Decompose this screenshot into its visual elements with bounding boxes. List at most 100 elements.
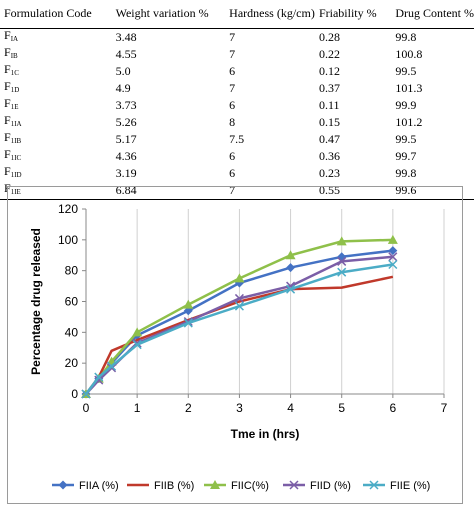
drug-cell: 101.2 xyxy=(395,114,423,129)
data-point-series-5 xyxy=(183,318,193,328)
x-axis-title: Tme in (hrs) xyxy=(231,427,300,441)
friability-cell: 0.15 xyxy=(318,114,340,129)
formulation-code-cell: F1IA xyxy=(0,112,96,131)
header-friability: Friability % xyxy=(314,0,386,29)
header-drug-content: Drug Content % xyxy=(385,0,474,29)
formulation-code-cell: FIB xyxy=(0,44,96,63)
drug-cell: 99.5 xyxy=(395,131,417,146)
friability-cell: 0.22 xyxy=(318,46,340,61)
legend-label: FIIA (%) xyxy=(79,480,119,492)
legend-label: FIIB (%) xyxy=(154,480,194,492)
weight-cell: 5.0 xyxy=(115,63,131,78)
formulation-code-subscript: 1IC xyxy=(10,153,22,162)
table-row: F1IA 5.26 8 0.15 101.2 xyxy=(0,112,474,131)
header-hardness: Hardness (kg/cm) xyxy=(225,0,315,29)
legend-marker xyxy=(369,480,379,490)
data-point-series-4 xyxy=(234,293,244,303)
formulation-code-subscript: 1IA xyxy=(10,119,22,128)
y-tick-label: 0 xyxy=(71,387,78,401)
data-point-series-3 xyxy=(132,327,143,337)
data-point-series-4 xyxy=(388,252,398,262)
hardness-cell: 6 xyxy=(229,63,236,78)
table-row: FIA 3.48 7 0.28 99.8 xyxy=(0,28,474,46)
formulation-code-main: F xyxy=(4,44,11,59)
formulation-code-cell: FIA xyxy=(0,28,96,46)
table-header-row: Formulation Code Weight variation % Hard… xyxy=(0,0,474,29)
y-tick-label: 80 xyxy=(65,264,79,278)
table-row: F1IB 5.17 7.5 0.47 99.5 xyxy=(0,129,474,148)
drug-cell: 99.5 xyxy=(395,63,417,78)
formulation-code-cell: F1ID xyxy=(0,163,96,182)
formulation-code-cell: F1IB xyxy=(0,129,96,148)
data-point-series-5 xyxy=(388,259,398,270)
hardness-cell: 7 xyxy=(229,29,236,44)
data-point-series-5 xyxy=(94,372,104,382)
data-point-series-5 xyxy=(337,267,347,277)
formulation-code-main: F xyxy=(4,78,11,93)
header-formulation-code: Formulation Code xyxy=(0,0,96,29)
formulation-code-cell: F1C xyxy=(0,61,96,80)
weight-cell: 3.73 xyxy=(115,97,137,112)
chart-frame: 0 20 40 60 80 100 120 0 1 2 3 4 5 6 7 Tme in (hrs) Perce… xyxy=(7,186,463,504)
table-row: FIB 4.55 7 0.22 100.8 xyxy=(0,44,474,63)
drug-cell: 99.8 xyxy=(395,165,417,180)
legend-label: FIIC(%) xyxy=(231,480,269,492)
data-point-series-5 xyxy=(234,301,244,311)
properties-table: Formulation Code Weight variation % Hard… xyxy=(0,0,474,200)
legend-label: FIIE (%) xyxy=(390,480,430,492)
weight-cell: 4.36 xyxy=(115,148,137,163)
data-point-series-1 xyxy=(388,246,398,256)
friability-cell: 0.23 xyxy=(318,165,340,180)
data-point-series-3 xyxy=(336,236,347,246)
friability-cell: 0.28 xyxy=(318,29,340,44)
drug-cell: 99.7 xyxy=(395,148,417,163)
table-row: F1ID 3.19 6 0.23 99.8 xyxy=(0,163,474,182)
hardness-cell: 6 xyxy=(229,97,236,112)
weight-cell: 5.17 xyxy=(115,131,137,146)
legend-marker xyxy=(210,480,220,489)
formulation-code-subscript: 1IB xyxy=(10,136,22,145)
weight-cell: 3.48 xyxy=(115,29,137,44)
data-point-series-1 xyxy=(286,263,296,273)
data-point-series-5 xyxy=(132,340,142,350)
legend-marker xyxy=(289,480,299,490)
y-tick-label: 40 xyxy=(65,325,79,339)
formulation-code-cell: F1D xyxy=(0,78,96,97)
legend-label: FIID (%) xyxy=(310,480,351,492)
formulation-code-main: F xyxy=(4,146,11,161)
drug-cell: 99.9 xyxy=(395,97,417,112)
hardness-cell: 7 xyxy=(229,80,236,95)
friability-cell: 0.11 xyxy=(318,97,340,112)
data-point-series-3 xyxy=(387,234,398,244)
hardness-cell: 6 xyxy=(229,148,236,163)
weight-cell: 4.9 xyxy=(115,80,131,95)
y-tick-label: 120 xyxy=(58,202,78,216)
y-tick-label: 60 xyxy=(65,295,79,309)
data-point-series-4 xyxy=(337,256,347,266)
data-point-series-5 xyxy=(81,389,91,399)
formulation-code-main: F xyxy=(4,95,11,110)
data-point-series-5 xyxy=(286,284,296,294)
formulation-code-subscript: 1IE xyxy=(10,187,21,196)
formulation-code-subscript: IA xyxy=(10,34,19,43)
series-line-2 xyxy=(85,275,394,395)
data-point-series-3 xyxy=(234,273,245,283)
formulation-code-main: F xyxy=(4,112,11,127)
x-tick-label: 3 xyxy=(236,401,243,415)
data-point-series-3 xyxy=(285,250,296,260)
friability-cell: 0.37 xyxy=(318,80,340,95)
formulation-code-subscript: IB xyxy=(10,51,18,60)
table-row: F1C 5.0 6 0.12 99.5 xyxy=(0,61,474,80)
x-tick-label: 0 xyxy=(83,401,90,415)
formulation-code-main: F xyxy=(4,129,11,144)
legend-marker xyxy=(58,480,68,490)
data-point-series-3 xyxy=(183,299,194,309)
formulation-code-main: F xyxy=(4,163,11,178)
formulation-code-subscript: 1E xyxy=(10,102,19,111)
table-body: FIA 3.48 7 0.28 99.8 FIB 4.55 7 0.22 100.8 F1C 5.0 6… xyxy=(0,28,474,200)
formulation-code-main: F xyxy=(4,61,11,76)
data-point-series-4 xyxy=(94,375,104,385)
hardness-cell: 7 xyxy=(225,181,315,200)
x-tick-label: 6 xyxy=(390,401,397,415)
properties-table-container: Formulation Code Weight variation % Hard… xyxy=(0,0,474,200)
